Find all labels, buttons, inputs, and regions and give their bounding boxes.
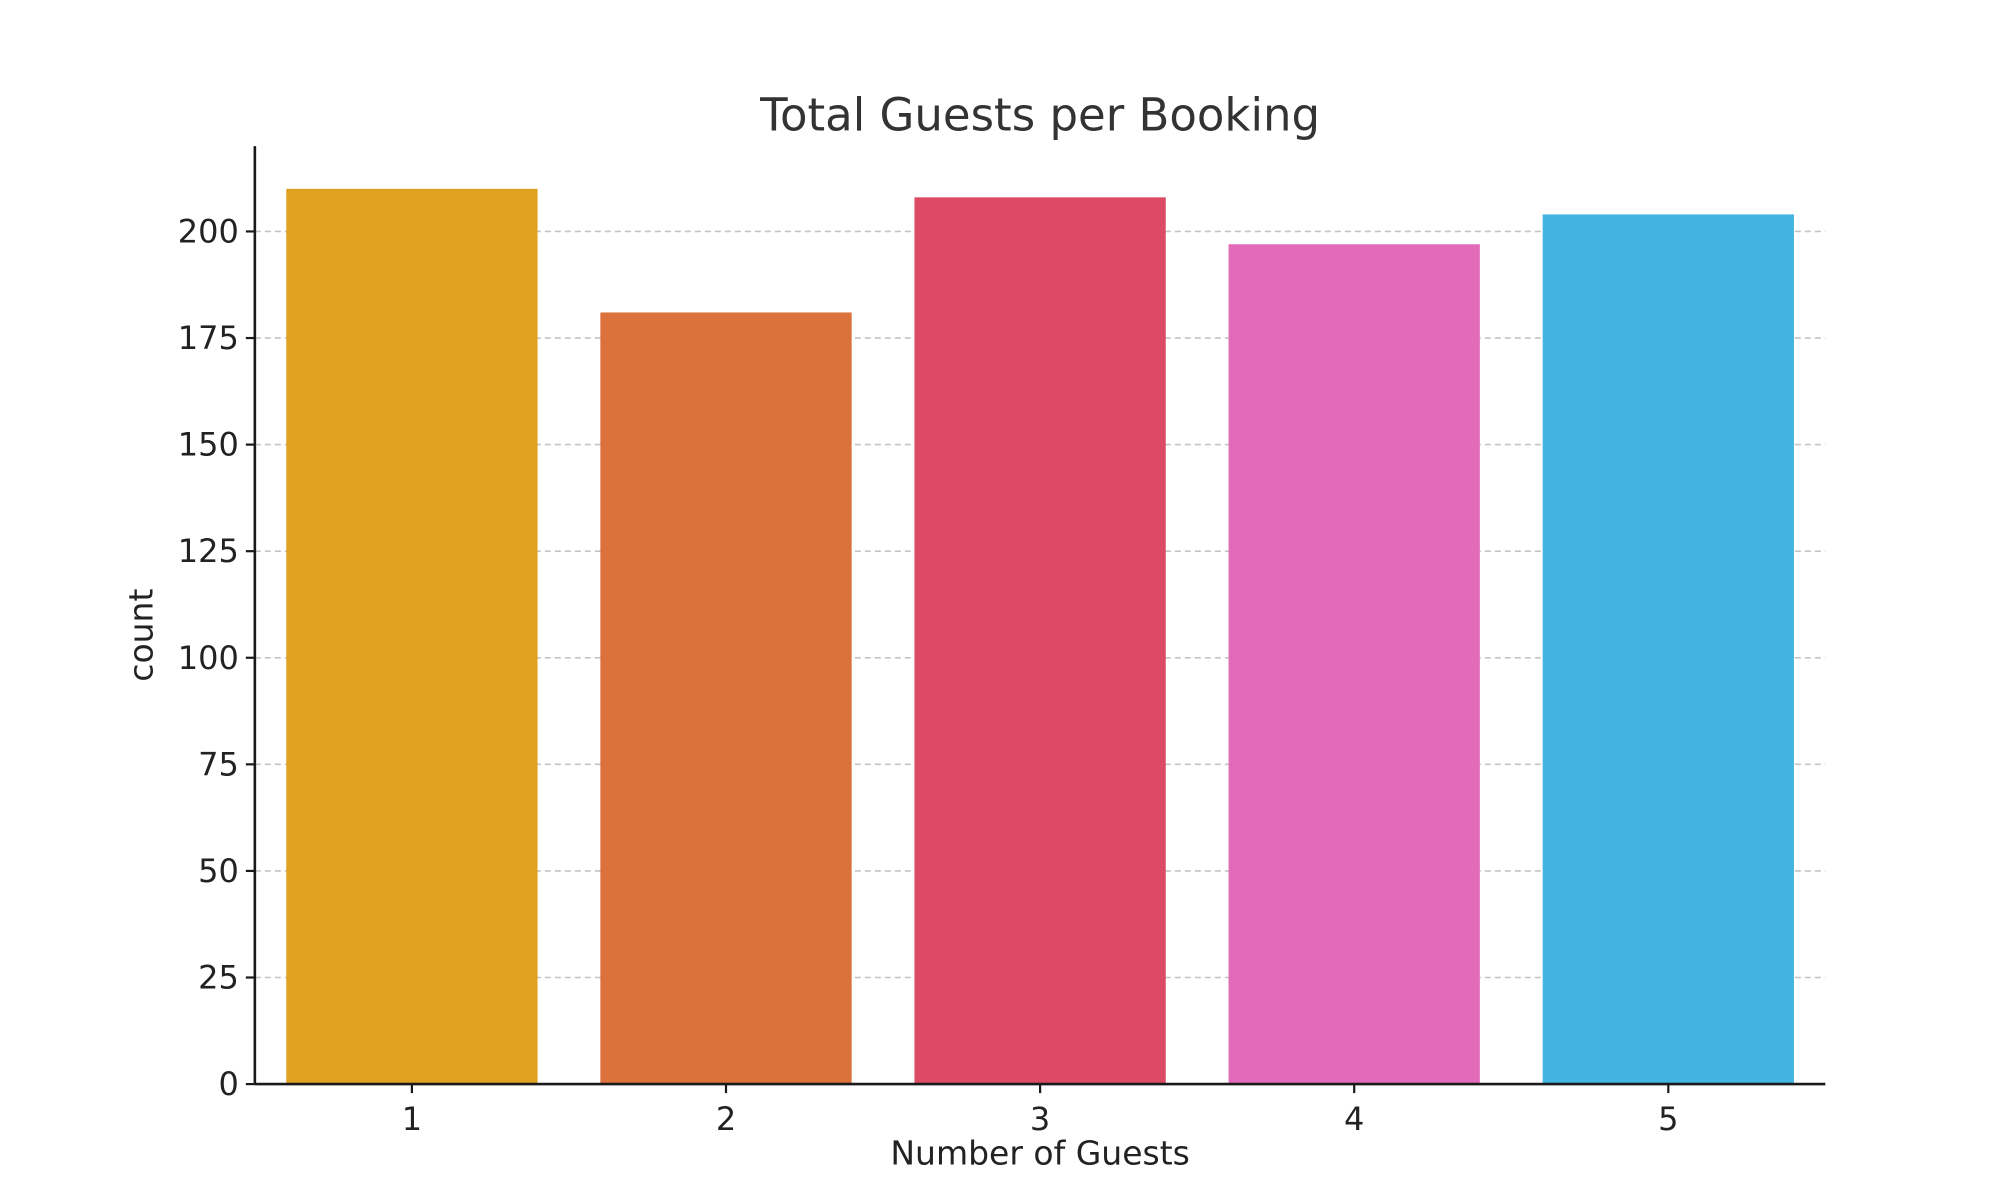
x-axis-label: Number of Guests	[890, 1133, 1189, 1172]
y-tick-label-75: 75	[198, 745, 239, 783]
chart-title: Total Guests per Booking	[759, 89, 1320, 142]
x-tick-label-3: 3	[1030, 1100, 1050, 1138]
y-tick-label-200: 200	[178, 212, 239, 250]
bar-2	[600, 312, 852, 1085]
y-tick-label-0: 0	[218, 1065, 238, 1103]
ticks: 0 25 50 75 100 125 150 175 200 1 2 3 4 5	[178, 212, 1679, 1138]
bar-1	[286, 188, 538, 1085]
y-tick-label-25: 25	[198, 959, 239, 997]
x-tick-label-4: 4	[1344, 1100, 1364, 1138]
x-tick-label-1: 1	[402, 1100, 422, 1138]
y-axis-label: count	[122, 589, 161, 682]
y-tick-label-50: 50	[198, 852, 239, 890]
x-tick-label-5: 5	[1658, 1100, 1678, 1138]
y-tick-label-125: 125	[178, 532, 239, 570]
bar-4	[1228, 244, 1480, 1085]
bars	[286, 188, 1794, 1085]
bar-3	[914, 197, 1166, 1085]
bar-5	[1542, 214, 1794, 1085]
y-tick-label-150: 150	[178, 426, 239, 464]
x-tick-label-2: 2	[716, 1100, 736, 1138]
y-tick-label-175: 175	[178, 319, 239, 357]
y-tick-label-100: 100	[178, 639, 239, 677]
